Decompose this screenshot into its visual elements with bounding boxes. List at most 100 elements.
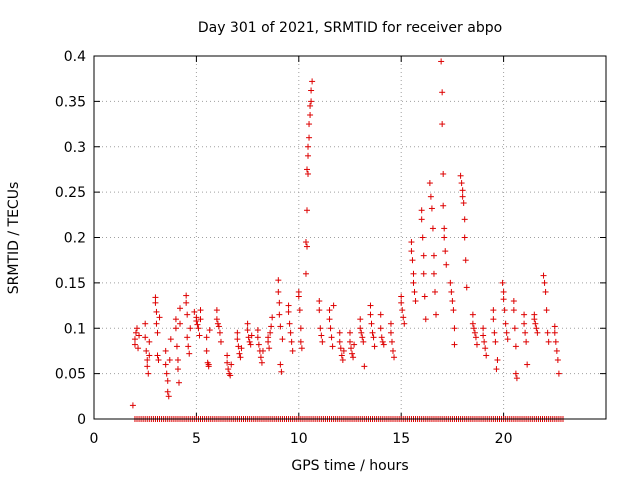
data-point bbox=[512, 370, 519, 377]
data-point bbox=[379, 338, 386, 345]
data-point bbox=[510, 307, 517, 314]
data-point bbox=[458, 180, 465, 187]
data-point bbox=[428, 205, 435, 212]
data-point bbox=[307, 102, 314, 109]
data-point bbox=[302, 239, 309, 246]
data-point bbox=[380, 341, 387, 348]
data-point bbox=[461, 216, 468, 223]
data-point bbox=[235, 343, 242, 350]
data-point bbox=[131, 341, 138, 348]
data-point bbox=[244, 327, 251, 334]
x-tick-label: 15 bbox=[392, 431, 410, 447]
data-point bbox=[532, 320, 539, 327]
data-point bbox=[254, 334, 261, 341]
data-point bbox=[131, 336, 138, 343]
data-point bbox=[196, 332, 203, 339]
axis-ticks: 0 0.05 0.1 0.15 0.2 0.25 0.3 0.35 0.4 0 5 10 15 20 bbox=[55, 49, 606, 447]
data-point bbox=[409, 257, 416, 264]
data-point bbox=[132, 329, 139, 336]
data-point bbox=[143, 347, 150, 354]
data-point bbox=[305, 170, 312, 177]
data-point bbox=[431, 288, 438, 295]
data-point bbox=[327, 325, 334, 332]
data-point bbox=[234, 336, 241, 343]
data-point bbox=[275, 288, 282, 295]
data-point bbox=[296, 307, 303, 314]
data-point bbox=[257, 354, 264, 361]
data-point bbox=[266, 345, 273, 352]
data-point bbox=[483, 352, 490, 359]
data-point bbox=[183, 299, 190, 306]
data-point bbox=[419, 234, 426, 241]
y-tick-label: 0.25 bbox=[55, 185, 86, 201]
data-point bbox=[490, 307, 497, 314]
data-point bbox=[184, 334, 191, 341]
data-point bbox=[162, 347, 169, 354]
data-point bbox=[541, 279, 548, 286]
data-point bbox=[427, 193, 434, 200]
data-point bbox=[238, 345, 245, 352]
data-point bbox=[156, 314, 163, 321]
data-point bbox=[400, 314, 407, 321]
data-point bbox=[197, 316, 204, 323]
data-point bbox=[307, 111, 314, 118]
data-point bbox=[166, 357, 173, 364]
data-point bbox=[459, 187, 466, 194]
grid-lines bbox=[94, 56, 606, 419]
data-point bbox=[494, 357, 501, 364]
data-point bbox=[154, 329, 161, 336]
data-point bbox=[521, 320, 528, 327]
data-point bbox=[277, 323, 284, 330]
data-point bbox=[462, 257, 469, 264]
data-point bbox=[317, 325, 324, 332]
data-point bbox=[447, 279, 454, 286]
data-point bbox=[225, 366, 232, 373]
data-point bbox=[388, 338, 395, 345]
data-point bbox=[523, 338, 530, 345]
data-point bbox=[439, 89, 446, 96]
data-point bbox=[522, 329, 529, 336]
data-point bbox=[533, 325, 540, 332]
data-point bbox=[129, 402, 136, 409]
data-point bbox=[234, 329, 241, 336]
data-point bbox=[275, 277, 282, 284]
data-point bbox=[347, 338, 353, 345]
data-point bbox=[401, 320, 408, 327]
data-point bbox=[472, 334, 479, 341]
data-point bbox=[551, 323, 558, 330]
data-point bbox=[164, 377, 171, 384]
data-point bbox=[303, 166, 310, 173]
data-point bbox=[370, 334, 377, 341]
data-point bbox=[277, 361, 284, 368]
data-point bbox=[429, 225, 436, 232]
data-point bbox=[186, 350, 193, 357]
data-point bbox=[421, 293, 428, 300]
data-point bbox=[305, 152, 312, 159]
y-tick-label: 0.05 bbox=[55, 367, 86, 383]
data-point bbox=[303, 243, 310, 250]
data-point bbox=[480, 332, 487, 339]
data-point bbox=[348, 345, 355, 352]
data-point bbox=[163, 370, 170, 377]
data-point bbox=[297, 338, 304, 345]
data-point bbox=[303, 207, 310, 214]
data-point bbox=[195, 325, 202, 332]
data-point bbox=[152, 299, 159, 306]
data-point bbox=[490, 316, 497, 323]
data-point bbox=[504, 336, 511, 343]
data-point bbox=[502, 320, 509, 327]
data-point bbox=[153, 320, 160, 327]
data-point bbox=[298, 345, 305, 352]
data-point bbox=[357, 325, 364, 332]
y-tick-label: 0.35 bbox=[55, 94, 86, 110]
data-point bbox=[286, 320, 293, 327]
data-point bbox=[358, 329, 365, 336]
data-point bbox=[145, 370, 152, 377]
data-point bbox=[144, 363, 151, 370]
data-point bbox=[481, 338, 488, 345]
data-point bbox=[165, 393, 172, 400]
data-point bbox=[367, 302, 374, 309]
data-point bbox=[463, 284, 470, 291]
y-tick-label: 0.4 bbox=[64, 49, 86, 65]
data-point bbox=[543, 307, 550, 314]
